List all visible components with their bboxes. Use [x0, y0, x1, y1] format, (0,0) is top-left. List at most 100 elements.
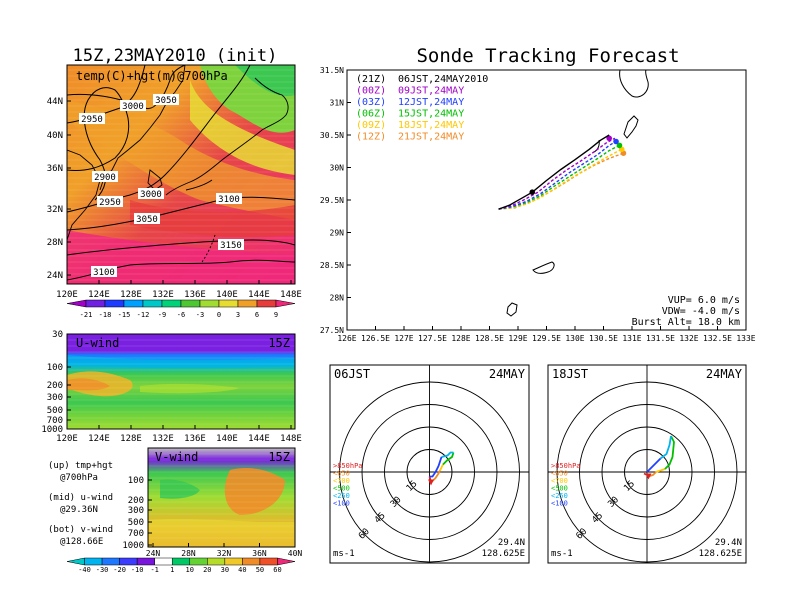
v-wind-title: V-wind — [155, 450, 198, 464]
hodo-trace — [646, 457, 662, 473]
right-title: Sonde Tracking Forecast — [416, 45, 679, 67]
hodo-level-label: <250 — [333, 492, 350, 500]
track-x-tick-label: 127E — [394, 334, 413, 343]
hodo-level-label: <500 — [333, 485, 350, 493]
map-x-tick-label: 136E — [184, 290, 206, 300]
v-x-tick-label: 40N — [288, 549, 303, 558]
legend-code: (21Z) — [356, 74, 386, 85]
track-legend: (21Z) 06JST,24MAY2010 (00Z) 09JST,24MAY (03Z… — [356, 74, 488, 143]
colorbar-label: -9 — [158, 311, 166, 319]
hodo-trace — [439, 464, 444, 471]
contour-label: 3000 — [122, 102, 144, 112]
contour-label: 3050 — [155, 96, 177, 106]
track-line — [498, 140, 617, 210]
hodo-units: ms-1 — [551, 549, 573, 559]
legend-code: (00Z) — [356, 86, 386, 97]
track-y-tick-label: 28.5N — [320, 261, 344, 270]
note-up-level: @700hPa — [60, 473, 98, 483]
track-x-tick-label: 129.5E — [532, 334, 561, 343]
u-x-tick-label: 124E — [88, 434, 110, 444]
hodo-trace — [664, 435, 675, 470]
map-x-tick-label: 120E — [56, 290, 78, 300]
colorbar-label: -6 — [177, 311, 185, 319]
track-y-tick-label: 31N — [330, 99, 345, 108]
hodo-date: 24MAY — [706, 367, 743, 381]
wind-colorbar: -40 -30 -20 -10 -1 1 10 20 30 40 50 60 — [66, 557, 296, 574]
track-line — [498, 137, 616, 210]
track-marker — [616, 142, 623, 149]
legend-time: 12JST,24MAY — [398, 97, 464, 108]
track-x-tick-label: 130.5E — [589, 334, 618, 343]
colorbar-swatch — [85, 299, 106, 308]
colorbar-swatch — [171, 557, 191, 566]
hodo-lat: 29.4N — [715, 538, 742, 548]
colorbar-swatch — [104, 299, 125, 308]
v-y-tick-label: 100 — [128, 476, 144, 486]
map-x-tick-label: 128E — [120, 290, 142, 300]
track-y-tick-label: 27.5N — [320, 326, 344, 335]
colorbar-swatch — [256, 299, 277, 308]
hodo-units: ms-1 — [333, 549, 355, 559]
colorbar-swatch — [119, 557, 138, 566]
legend-time: 09JST,24MAY — [398, 86, 464, 97]
legend-time: 15JST,24MAY — [398, 109, 464, 120]
u-y-tick-label: 30 — [52, 330, 63, 340]
temperature-height-map: temp(C)+hgt(m)@700hPa 3050 3000 2950 290… — [47, 64, 302, 300]
contour-label: 2900 — [94, 173, 116, 183]
hodo-level-label: >850hPa — [551, 462, 581, 470]
track-x-tick-label: 131E — [622, 334, 641, 343]
colorbar-swatch — [101, 557, 120, 566]
colorbar-swatch — [154, 557, 173, 566]
u-x-tick-label: 136E — [184, 434, 206, 444]
legend-code: (09Z) — [356, 120, 386, 131]
u-x-tick-label: 132E — [152, 434, 174, 444]
u-wind-x-axis: 120E 124E 128E 132E 136E 140E 144E 148E — [56, 425, 302, 444]
colorbar-label: -3 — [196, 311, 204, 319]
hodo-level-label: >850hPa — [333, 462, 363, 470]
track-map: 27.5N 28N 28.5N 29N 29.5N 30N 30.5N 31N 31.5N 12… — [320, 66, 756, 343]
param-vup: VUP= 6.0 m/s — [668, 295, 740, 306]
contour-label: 2950 — [81, 115, 103, 125]
track-y-tick-label: 30.5N — [320, 131, 344, 140]
colorbar-swatch — [218, 299, 239, 308]
track-y-tick-label: 30N — [330, 164, 345, 173]
hodo-level-label: <700 — [551, 477, 568, 485]
note-bot: (bot) v-wind — [48, 525, 113, 535]
map-y-tick-label: 36N — [47, 164, 63, 174]
track-y-tick-label: 28N — [330, 294, 345, 303]
colorbar-label: -1 — [150, 566, 158, 574]
colorbar-swatch — [189, 557, 208, 566]
u-wind-time: 15Z — [268, 336, 290, 350]
hodo-trace — [659, 435, 672, 460]
colorbar-swatch — [275, 299, 296, 308]
left-title: 15Z,23MAY2010 (init) — [73, 46, 278, 66]
colorbar-label: -10 — [131, 566, 144, 574]
colorbar-label: 1 — [170, 566, 174, 574]
colorbar-swatch — [237, 299, 258, 308]
legend-code: (03Z) — [356, 97, 386, 108]
colorbar-swatch — [224, 557, 243, 566]
contour-label: 3000 — [140, 190, 162, 200]
u-y-tick-label: 700 — [47, 416, 63, 426]
hodo-surface-marker — [428, 479, 434, 486]
contour-label: 3050 — [136, 215, 158, 225]
u-y-tick-label: 200 — [47, 381, 63, 391]
colorbar-label: -21 — [80, 311, 93, 319]
note-bot-lon: @128.66E — [60, 537, 103, 547]
colorbar-label: 6 — [255, 311, 259, 319]
colorbar-swatch — [207, 557, 226, 566]
note-mid: (mid) u-wind — [48, 493, 113, 503]
colorbar-label: 3 — [236, 311, 240, 319]
hodo-trace — [655, 468, 666, 473]
map-x-tick-label: 124E — [88, 290, 110, 300]
v-y-tick-label: 200 — [128, 496, 144, 506]
colorbar-swatch — [259, 557, 278, 566]
track-x-tick-label: 132.5E — [703, 334, 732, 343]
legend-time: 06JST,24MAY2010 — [398, 74, 488, 85]
track-line — [498, 134, 610, 210]
track-marker — [613, 138, 619, 145]
colorbar-swatch — [277, 557, 296, 566]
track-x-tick-label: 129E — [508, 334, 527, 343]
